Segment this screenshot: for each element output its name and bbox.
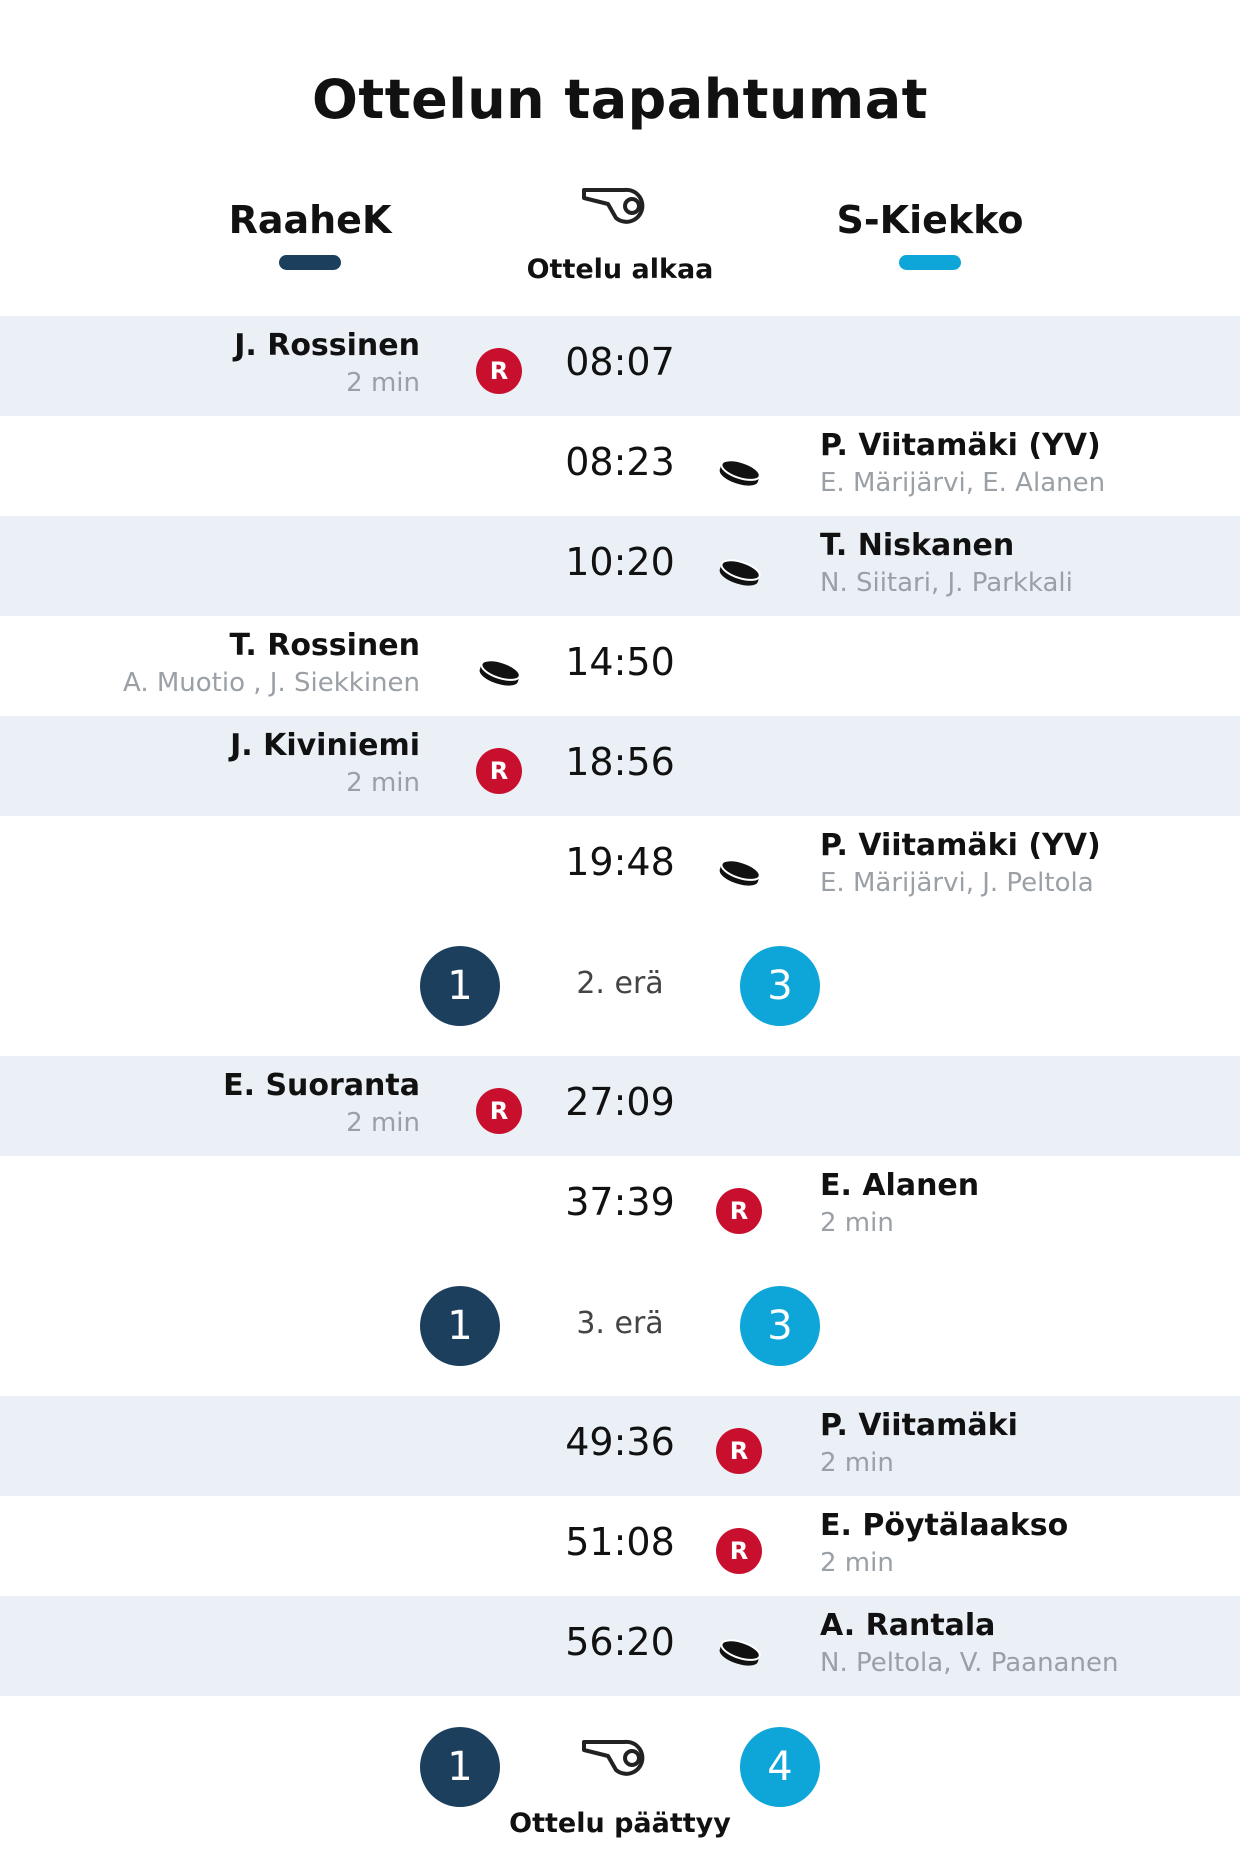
penalty-icon: R bbox=[476, 348, 522, 394]
home-score-badge: 1 bbox=[420, 946, 500, 1026]
event-row: T. Rossinen A. Muotio , J. Siekkinen 14:… bbox=[0, 616, 1240, 716]
event-player: T. Niskanen bbox=[820, 528, 1015, 563]
event-time: 49:36 bbox=[565, 1420, 675, 1464]
event-detail: E. Märijärvi, J. Peltola bbox=[820, 868, 1094, 898]
event-row: J. Kiviniemi 2 min R 18:56 bbox=[0, 716, 1240, 816]
period-summary: 1 3. erä 3 bbox=[0, 1286, 1240, 1366]
puck-icon bbox=[719, 1639, 761, 1666]
penalty-icon: R bbox=[476, 748, 522, 794]
home-team-color-bar bbox=[279, 255, 341, 270]
away-team-color-bar bbox=[899, 255, 961, 270]
match-end-label: Ottelu päättyy bbox=[509, 1808, 731, 1839]
home-final-score-badge: 1 bbox=[420, 1727, 500, 1807]
event-time: 14:50 bbox=[565, 640, 675, 684]
match-start-label: Ottelu alkaa bbox=[526, 254, 714, 285]
event-player: E. Suoranta bbox=[223, 1068, 420, 1103]
event-detail: 2 min bbox=[346, 1108, 420, 1138]
event-player: P. Viitamäki (YV) bbox=[820, 828, 1101, 863]
event-row: E. Suoranta 2 min R 27:09 bbox=[0, 1056, 1240, 1156]
event-detail: 2 min bbox=[820, 1208, 894, 1238]
event-time: 08:07 bbox=[565, 340, 675, 384]
event-detail: 2 min bbox=[346, 768, 420, 798]
event-time: 10:20 bbox=[565, 540, 675, 584]
puck-icon bbox=[719, 559, 761, 586]
puck-icon bbox=[719, 859, 761, 886]
event-row: 51:08 R E. Pöytälaakso 2 min bbox=[0, 1496, 1240, 1596]
period-summary: 1 2. erä 3 bbox=[0, 946, 1240, 1026]
event-player: J. Kiviniemi bbox=[230, 728, 420, 763]
home-team-name: RaaheK bbox=[228, 198, 392, 242]
final-score: 1 4 bbox=[0, 1727, 1240, 1807]
event-time: 56:20 bbox=[565, 1620, 675, 1664]
event-player: P. Viitamäki (YV) bbox=[820, 428, 1101, 463]
event-player: E. Alanen bbox=[820, 1168, 980, 1203]
event-player: J. Rossinen bbox=[234, 328, 420, 363]
event-detail: 2 min bbox=[346, 368, 420, 398]
period-label: 3. erä bbox=[576, 1306, 664, 1341]
page-title: Ottelun tapahtumat bbox=[312, 68, 928, 131]
event-row: 08:23 P. Viitamäki (YV) E. Märijärvi, E.… bbox=[0, 416, 1240, 516]
event-row: 56:20 A. Rantala N. Peltola, V. Paananen bbox=[0, 1596, 1240, 1696]
event-detail: N. Siitari, J. Parkkali bbox=[820, 568, 1073, 598]
whistle-icon bbox=[582, 1739, 645, 1776]
event-player: E. Pöytälaakso bbox=[820, 1508, 1069, 1543]
penalty-icon: R bbox=[476, 1088, 522, 1134]
event-player: T. Rossinen bbox=[229, 628, 420, 663]
event-row: 49:36 R P. Viitamäki 2 min bbox=[0, 1396, 1240, 1496]
penalty-icon: R bbox=[716, 1528, 762, 1574]
whistle-icon bbox=[582, 187, 645, 224]
period-label: 2. erä bbox=[576, 966, 664, 1001]
event-row: 10:20 T. Niskanen N. Siitari, J. Parkkal… bbox=[0, 516, 1240, 616]
event-time: 51:08 bbox=[565, 1520, 675, 1564]
away-score-badge: 3 bbox=[740, 946, 820, 1026]
event-detail: 2 min bbox=[820, 1548, 894, 1578]
event-time: 37:39 bbox=[565, 1180, 675, 1224]
puck-icon bbox=[479, 659, 521, 686]
puck-icon bbox=[719, 459, 761, 486]
event-time: 08:23 bbox=[565, 440, 675, 484]
event-time: 27:09 bbox=[565, 1080, 675, 1124]
event-time: 18:56 bbox=[565, 740, 675, 784]
away-final-score-badge: 4 bbox=[740, 1727, 820, 1807]
event-player: P. Viitamäki bbox=[820, 1408, 1018, 1443]
event-detail: N. Peltola, V. Paananen bbox=[820, 1648, 1119, 1678]
penalty-icon: R bbox=[716, 1428, 762, 1474]
event-row: 37:39 R E. Alanen 2 min bbox=[0, 1156, 1240, 1256]
event-row: 19:48 P. Viitamäki (YV) E. Märijärvi, J.… bbox=[0, 816, 1240, 916]
event-player: A. Rantala bbox=[820, 1608, 996, 1643]
penalty-icon: R bbox=[716, 1188, 762, 1234]
event-detail: A. Muotio , J. Siekkinen bbox=[122, 668, 420, 698]
event-detail: 2 min bbox=[820, 1448, 894, 1478]
event-time: 19:48 bbox=[565, 840, 675, 884]
away-score-badge: 3 bbox=[740, 1286, 820, 1366]
event-detail: E. Märijärvi, E. Alanen bbox=[820, 468, 1106, 498]
home-score-badge: 1 bbox=[420, 1286, 500, 1366]
away-team-name: S-Kiekko bbox=[836, 198, 1024, 242]
event-row: J. Rossinen 2 min R 08:07 bbox=[0, 316, 1240, 416]
